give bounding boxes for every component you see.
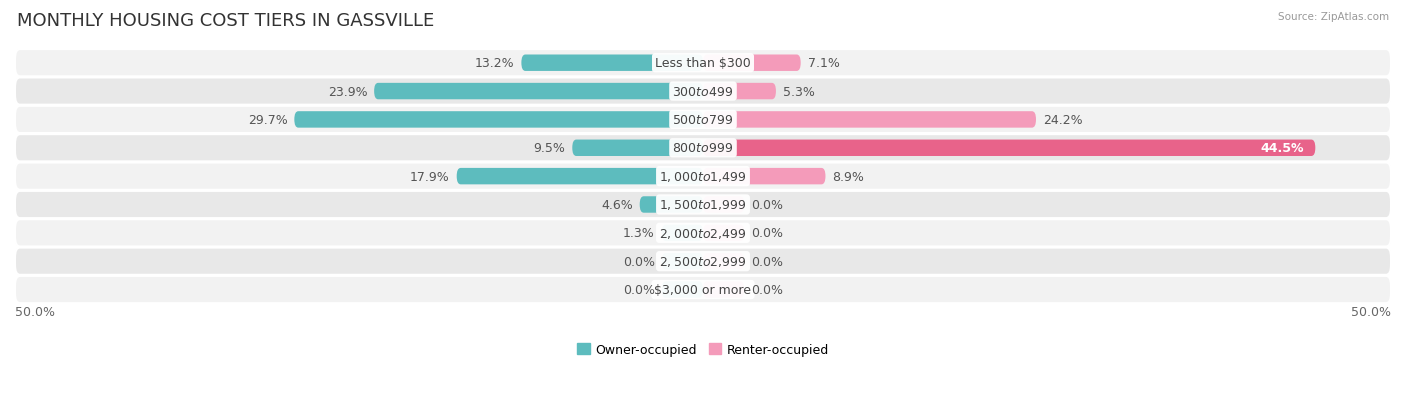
Text: 5.3%: 5.3% [783, 85, 814, 98]
Text: 44.5%: 44.5% [1261, 142, 1305, 155]
Text: 17.9%: 17.9% [411, 170, 450, 183]
Text: 23.9%: 23.9% [328, 85, 367, 98]
Text: 0.0%: 0.0% [751, 283, 783, 296]
Text: $500 to $799: $500 to $799 [672, 114, 734, 127]
FancyBboxPatch shape [703, 282, 744, 298]
FancyBboxPatch shape [703, 197, 744, 213]
FancyBboxPatch shape [15, 220, 1391, 247]
Text: 0.0%: 0.0% [751, 199, 783, 211]
FancyBboxPatch shape [15, 78, 1391, 105]
FancyBboxPatch shape [703, 253, 744, 270]
FancyBboxPatch shape [703, 84, 776, 100]
FancyBboxPatch shape [703, 169, 825, 185]
Text: 50.0%: 50.0% [1351, 305, 1391, 318]
Text: 1.3%: 1.3% [623, 227, 655, 240]
FancyBboxPatch shape [374, 84, 703, 100]
Text: $800 to $999: $800 to $999 [672, 142, 734, 155]
Text: $300 to $499: $300 to $499 [672, 85, 734, 98]
FancyBboxPatch shape [15, 163, 1391, 190]
FancyBboxPatch shape [457, 169, 703, 185]
FancyBboxPatch shape [662, 225, 703, 242]
Text: 8.9%: 8.9% [832, 170, 865, 183]
Text: 0.0%: 0.0% [751, 227, 783, 240]
Text: 4.6%: 4.6% [602, 199, 633, 211]
FancyBboxPatch shape [640, 197, 703, 213]
Text: $2,000 to $2,499: $2,000 to $2,499 [659, 226, 747, 240]
Text: 0.0%: 0.0% [751, 255, 783, 268]
Text: 50.0%: 50.0% [15, 305, 55, 318]
FancyBboxPatch shape [703, 55, 800, 72]
Text: 0.0%: 0.0% [623, 255, 655, 268]
Legend: Owner-occupied, Renter-occupied: Owner-occupied, Renter-occupied [578, 343, 828, 356]
Text: 0.0%: 0.0% [623, 283, 655, 296]
Text: $3,000 or more: $3,000 or more [655, 283, 751, 296]
Text: 9.5%: 9.5% [533, 142, 565, 155]
FancyBboxPatch shape [15, 248, 1391, 275]
Text: Less than $300: Less than $300 [655, 57, 751, 70]
Text: $2,500 to $2,999: $2,500 to $2,999 [659, 254, 747, 268]
Text: 24.2%: 24.2% [1043, 114, 1083, 127]
Text: 29.7%: 29.7% [247, 114, 287, 127]
Text: Source: ZipAtlas.com: Source: ZipAtlas.com [1278, 12, 1389, 22]
FancyBboxPatch shape [294, 112, 703, 128]
FancyBboxPatch shape [15, 107, 1391, 134]
Text: MONTHLY HOUSING COST TIERS IN GASSVILLE: MONTHLY HOUSING COST TIERS IN GASSVILLE [17, 12, 434, 30]
FancyBboxPatch shape [15, 50, 1391, 77]
FancyBboxPatch shape [703, 225, 744, 242]
FancyBboxPatch shape [522, 55, 703, 72]
FancyBboxPatch shape [703, 112, 1036, 128]
Text: $1,500 to $1,999: $1,500 to $1,999 [659, 198, 747, 212]
Text: 13.2%: 13.2% [475, 57, 515, 70]
FancyBboxPatch shape [15, 276, 1391, 304]
Text: 7.1%: 7.1% [807, 57, 839, 70]
FancyBboxPatch shape [15, 135, 1391, 162]
FancyBboxPatch shape [662, 282, 703, 298]
FancyBboxPatch shape [15, 191, 1391, 218]
FancyBboxPatch shape [662, 253, 703, 270]
FancyBboxPatch shape [703, 140, 1316, 157]
FancyBboxPatch shape [572, 140, 703, 157]
Text: $1,000 to $1,499: $1,000 to $1,499 [659, 170, 747, 184]
